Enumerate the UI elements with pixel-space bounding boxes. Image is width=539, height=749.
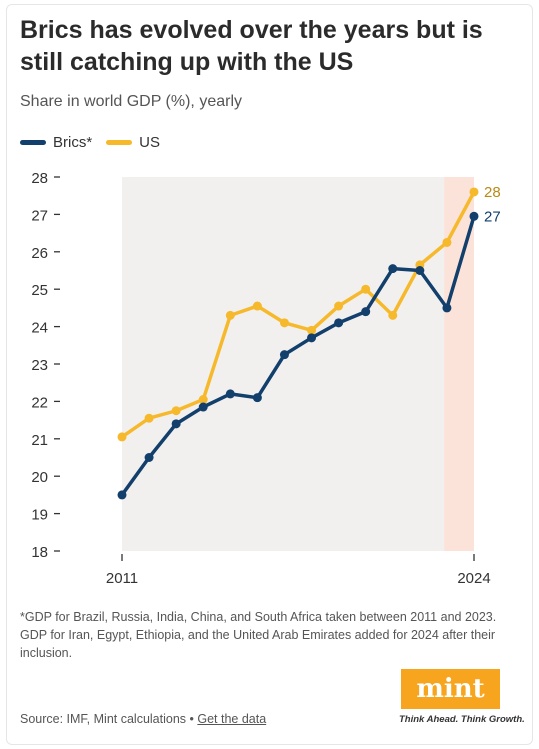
- legend-swatch-us: [106, 140, 133, 145]
- plot-background: [122, 177, 474, 551]
- data-point-us: [171, 406, 181, 416]
- data-point-brics: [307, 333, 317, 343]
- chart-card: [6, 4, 533, 745]
- y-tick-label: 27: [31, 207, 48, 224]
- y-tick-label: 20: [31, 469, 48, 486]
- legend-item-brics: Brics*: [20, 134, 92, 151]
- data-point-brics: [252, 393, 262, 403]
- data-point-us: [198, 395, 208, 405]
- legend-label-brics: Brics*: [53, 134, 93, 151]
- get-the-data-link[interactable]: Get the data: [197, 712, 267, 726]
- y-tick-label: 18: [31, 544, 48, 561]
- data-point-us: [144, 413, 154, 423]
- y-tick-label: 21: [31, 432, 48, 449]
- legend-item-us: US: [106, 134, 160, 151]
- data-point-brics: [171, 419, 181, 429]
- data-point-us: [307, 325, 317, 335]
- end-label-us: 28: [484, 184, 501, 201]
- legend-label-us: US: [139, 134, 161, 151]
- data-point-brics: [442, 303, 452, 313]
- chart-title: Brics has evolved over the years but is …: [20, 16, 483, 76]
- data-point-brics: [117, 490, 127, 500]
- data-point-us: [334, 301, 344, 311]
- data-point-brics: [334, 318, 344, 328]
- series-line-us: [120, 190, 476, 439]
- y-tick-label: 19: [31, 507, 48, 524]
- data-point-us: [388, 310, 398, 320]
- data-point-us: [252, 301, 262, 311]
- data-point-us: [117, 432, 127, 442]
- data-point-us: [442, 237, 452, 247]
- x-axis: 2011 2024: [106, 554, 491, 587]
- data-point-brics: [279, 350, 289, 360]
- y-tick-label: 26: [31, 245, 48, 262]
- source-line: Source: IMF, Mint calculations • Get the…: [20, 712, 266, 726]
- y-tick-label: 24: [31, 320, 48, 337]
- end-label-brics: 27: [484, 208, 501, 225]
- logo-tagline: Think Ahead. Think Growth.: [399, 714, 525, 725]
- data-point-us: [361, 284, 371, 294]
- data-point-brics: [361, 307, 371, 317]
- footnote: *GDP for Brazil, Russia, India, China, a…: [20, 610, 497, 660]
- x-tick-label: 2011: [106, 570, 138, 587]
- data-point-brics: [388, 264, 398, 274]
- legend-swatch-brics: [20, 140, 46, 145]
- y-tick-label: 22: [31, 394, 48, 411]
- data-point-brics: [225, 389, 235, 399]
- mint-logo: mint: [401, 669, 500, 709]
- series-line-brics: [120, 214, 476, 497]
- data-point-us: [225, 310, 235, 320]
- y-tick-label: 23: [31, 357, 48, 374]
- y-tick-label: 28: [31, 170, 48, 187]
- data-point-brics: [198, 402, 208, 412]
- data-point-us: [279, 318, 289, 328]
- data-point-brics: [144, 453, 154, 462]
- y-tick-label: 25: [31, 282, 48, 299]
- source-text: Source: IMF, Mint calculations •: [20, 712, 198, 726]
- x-tick-label: 2024: [457, 570, 490, 587]
- data-point-us: [469, 187, 479, 197]
- legend: Brics* US: [20, 134, 174, 151]
- data-point-brics: [469, 211, 479, 221]
- y-axis: 18 19 20 21 22 23 24 25 26 27 28: [31, 170, 60, 561]
- chart-subtitle: Share in world GDP (%), yearly: [20, 93, 242, 110]
- data-point-brics: [415, 266, 425, 275]
